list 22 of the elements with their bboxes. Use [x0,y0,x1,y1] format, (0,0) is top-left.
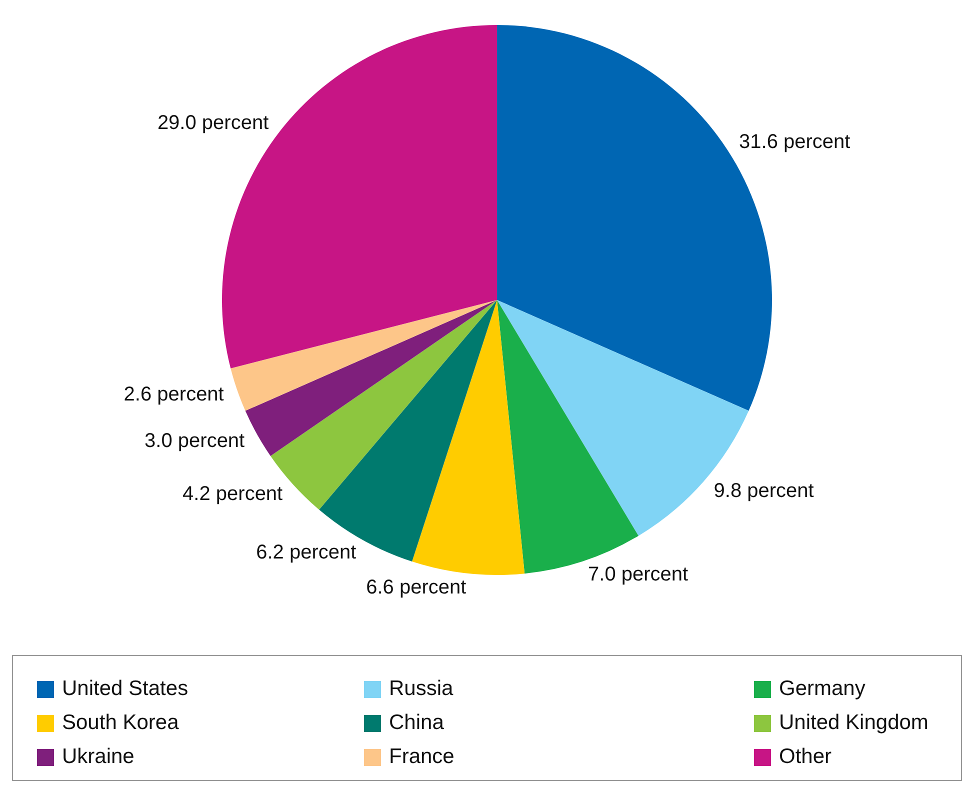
legend-label: France [389,745,454,769]
pie-slice [245,300,497,456]
legend-label: Other [779,745,832,769]
legend-label: Ukraine [62,745,134,769]
data-label: 4.2 percent [182,482,284,505]
legend-label: China [389,711,444,735]
legend-label: Germany [779,677,866,701]
legend-label: Russia [389,677,454,701]
data-label: 6.6 percent [366,576,467,598]
pie-slice [230,300,497,411]
legend-label: United States [62,677,188,701]
pie-slice [497,300,749,536]
pie-slice [412,300,525,575]
data-label: 31.6 percent [739,131,851,154]
data-label: 2.6 percent [124,383,224,406]
legend-label: United Kingdom [779,711,928,735]
data-label: 7.0 percent [588,563,689,586]
data-label: 3.0 percent [144,430,246,452]
legend-label: South Korea [62,711,179,735]
data-label: 9.8 percent [714,480,814,502]
data-label: 6.2 percent [256,541,357,564]
data-label: 29.0 percent [157,112,270,134]
